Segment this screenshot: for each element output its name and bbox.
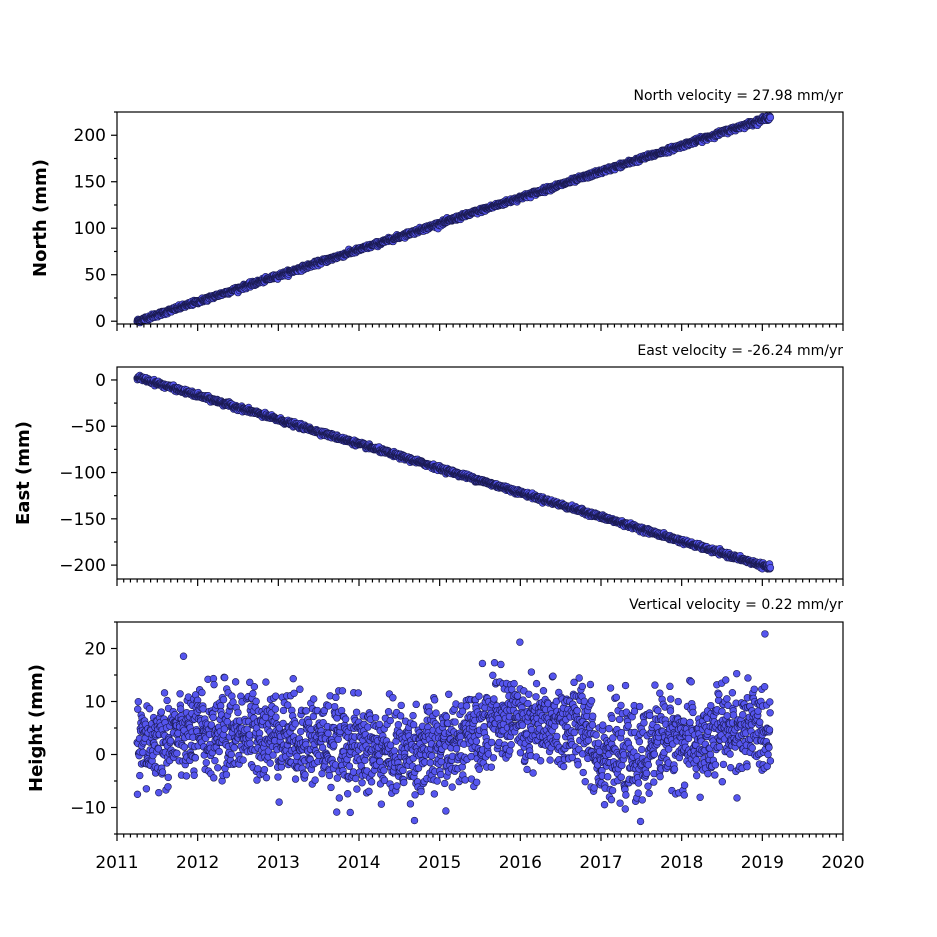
east-y-ticks: 0 −50 −100 −150 −200 <box>59 371 117 576</box>
x-tick-label: 2019 <box>741 853 784 873</box>
height-data-point <box>179 652 188 660</box>
north-y-tick-label: 0 <box>95 312 106 332</box>
height-y-tick-label: 10 <box>84 693 106 713</box>
x-tick-label: 2012 <box>176 853 219 873</box>
north-y-ticks: 0 50 100 150 200 <box>74 111 117 332</box>
height-data-point <box>155 788 163 797</box>
height-data-point <box>145 704 154 713</box>
height-data-point <box>173 749 181 758</box>
height-axis-label: Height (mm) <box>26 664 47 792</box>
east-y-tick-label: −200 <box>59 556 106 576</box>
x-tick-label: 2018 <box>660 853 703 873</box>
height-data-point <box>133 790 142 799</box>
north-y-tick-label: 150 <box>74 173 106 193</box>
height-data-point <box>160 689 169 697</box>
north-y-tick-label: 200 <box>74 126 106 146</box>
x-tick-label: 2013 <box>257 853 300 873</box>
height-x-ticks: 2011 2012 2013 2014 2015 2016 2017 2018 2019 2020 <box>95 834 865 873</box>
height-data-point <box>176 705 185 713</box>
x-tick-label: 2020 <box>821 853 864 873</box>
height-data-point <box>164 783 172 791</box>
north-axis-label: North (mm) <box>30 159 51 277</box>
x-tick-label: 2014 <box>337 853 380 873</box>
height-data-point <box>176 690 184 698</box>
east-data-points <box>133 371 775 573</box>
east-y-tick-label: −150 <box>59 510 106 530</box>
height-data-point <box>190 771 198 780</box>
height-y-tick-label: 20 <box>84 640 106 660</box>
height-y-tick-label: 0 <box>95 746 106 766</box>
north-y-tick-label: 100 <box>74 219 106 239</box>
height-data-point <box>166 737 175 745</box>
height-data-point <box>180 743 189 751</box>
height-data-point <box>136 771 144 780</box>
height-data-point <box>164 773 172 782</box>
east-x-ticks <box>116 579 844 586</box>
height-panel-title: Vertical velocity = 0.22 mm/yr <box>629 597 843 613</box>
east-y-tick-label: 0 <box>95 371 106 391</box>
x-tick-label: 2011 <box>95 853 138 873</box>
east-data-point <box>766 564 775 572</box>
east-y-tick-label: −50 <box>70 417 106 437</box>
east-y-tick-label: −100 <box>59 464 106 484</box>
height-data-point <box>182 772 191 780</box>
height-data-point <box>158 768 167 776</box>
height-data-point <box>142 785 151 793</box>
north-x-ticks <box>116 324 844 331</box>
north-panel: North velocity = 27.98 mm/yr North (mm) … <box>30 88 844 332</box>
height-data-points <box>133 630 775 826</box>
x-tick-label: 2016 <box>499 853 542 873</box>
east-axis-label: East (mm) <box>13 421 34 525</box>
north-data-points <box>133 112 775 327</box>
x-tick-label: 2017 <box>579 853 622 873</box>
east-panel: East velocity = -26.24 mm/yr East (mm) 0… <box>13 343 844 586</box>
height-y-ticks: 20 10 0 −10 <box>70 621 117 835</box>
north-panel-title: North velocity = 27.98 mm/yr <box>633 88 843 104</box>
x-tick-label: 2015 <box>418 853 461 873</box>
height-data-point <box>157 708 166 716</box>
height-data-point <box>163 696 171 705</box>
height-panel: Vertical velocity = 0.22 mm/yr Height (m… <box>26 597 865 873</box>
height-data-point <box>134 698 143 706</box>
east-panel-title: East velocity = -26.24 mm/yr <box>637 343 843 359</box>
height-y-tick-label: −10 <box>70 799 106 819</box>
north-y-tick-label: 50 <box>84 266 106 286</box>
north-data-point <box>766 113 775 122</box>
